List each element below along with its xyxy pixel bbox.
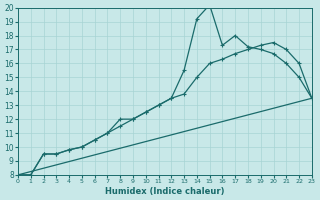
X-axis label: Humidex (Indice chaleur): Humidex (Indice chaleur) xyxy=(105,187,225,196)
